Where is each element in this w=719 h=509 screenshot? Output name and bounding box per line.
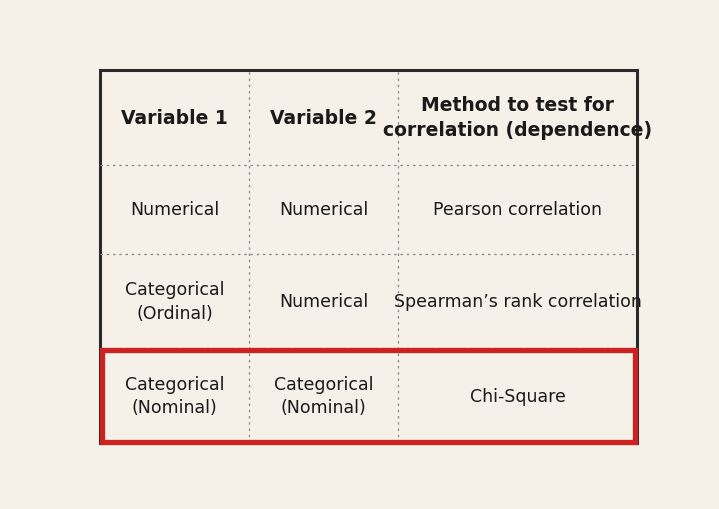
Text: Categorical
(Nominal): Categorical (Nominal) [274, 375, 373, 417]
Text: Numerical: Numerical [279, 201, 368, 219]
Text: Method to test for
correlation (dependence): Method to test for correlation (dependen… [383, 96, 652, 140]
Text: Categorical
(Nominal): Categorical (Nominal) [125, 375, 224, 417]
Text: Pearson correlation: Pearson correlation [434, 201, 603, 219]
Text: Categorical
(Ordinal): Categorical (Ordinal) [125, 280, 224, 322]
Bar [102, 350, 635, 442]
Text: Variable 2: Variable 2 [270, 109, 377, 128]
Text: Numerical: Numerical [130, 201, 219, 219]
Text: Numerical: Numerical [279, 292, 368, 310]
Text: Variable 1: Variable 1 [121, 109, 228, 128]
Text: Chi-Square: Chi-Square [470, 387, 566, 405]
Text: Spearman’s rank correlation: Spearman’s rank correlation [394, 292, 641, 310]
